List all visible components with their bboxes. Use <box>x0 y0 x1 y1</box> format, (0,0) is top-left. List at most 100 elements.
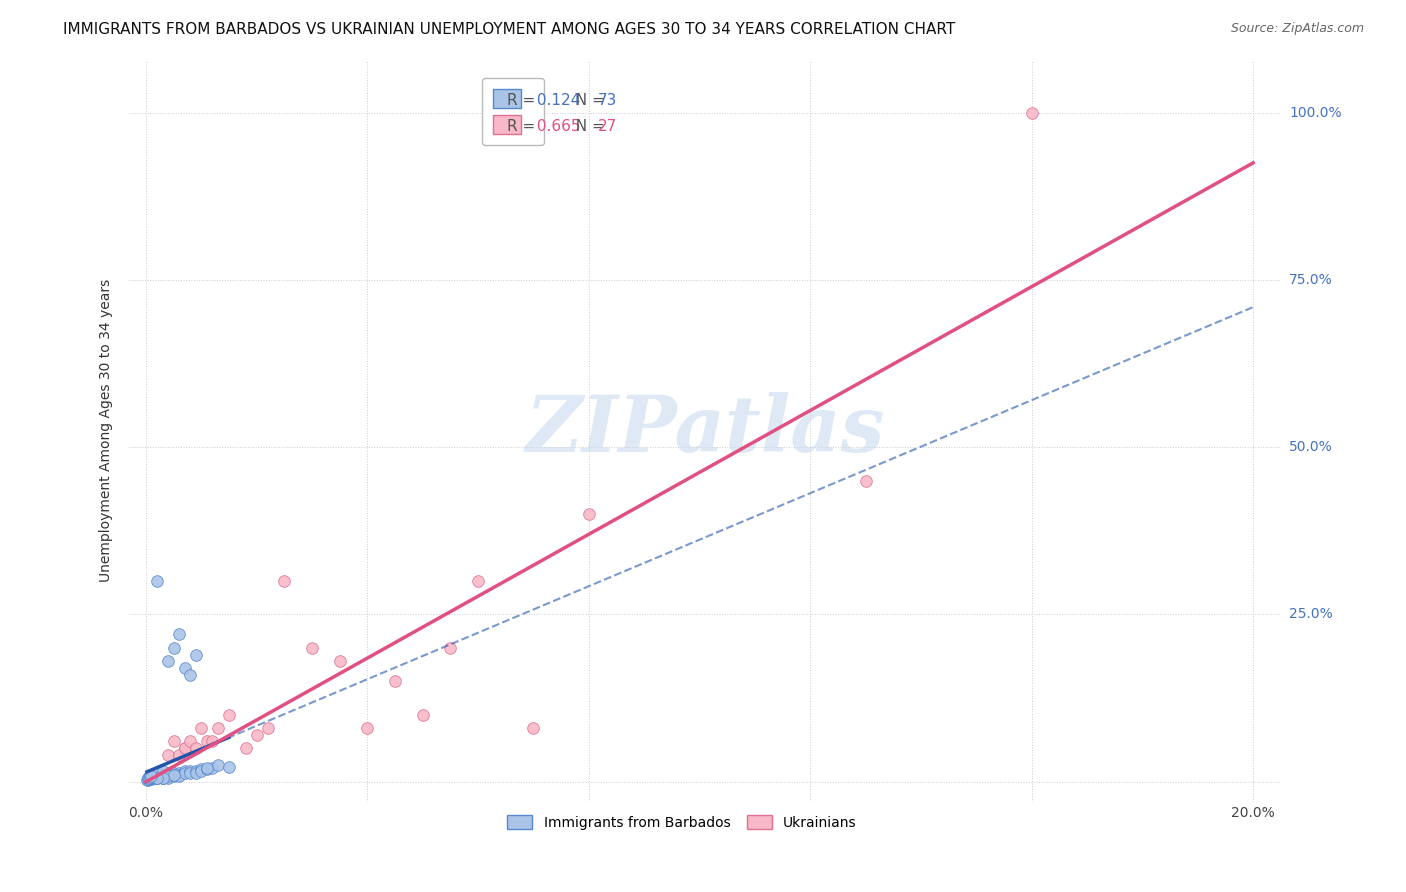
Point <box>143 771 166 785</box>
Point <box>218 707 240 722</box>
Point <box>179 766 201 780</box>
Point <box>356 721 378 735</box>
Point <box>138 771 160 785</box>
Point <box>136 771 159 785</box>
Point <box>167 769 190 783</box>
Point <box>184 764 207 779</box>
Point <box>139 768 162 782</box>
Point <box>157 654 180 668</box>
Text: ZIPatlas: ZIPatlas <box>526 392 884 469</box>
Point <box>1021 106 1043 120</box>
Point <box>157 768 180 782</box>
Point <box>173 764 195 779</box>
Text: N =: N = <box>565 119 609 134</box>
Point <box>184 741 207 756</box>
Text: 27: 27 <box>598 119 617 134</box>
Point <box>157 747 180 762</box>
Legend: Immigrants from Barbados, Ukrainians: Immigrants from Barbados, Ukrainians <box>502 810 862 836</box>
Point <box>142 768 165 782</box>
Y-axis label: Unemployment Among Ages 30 to 34 years: Unemployment Among Ages 30 to 34 years <box>100 279 114 582</box>
Point <box>152 771 174 785</box>
Point <box>201 734 224 748</box>
Point <box>412 707 434 722</box>
Point <box>522 721 544 735</box>
Point <box>207 757 229 772</box>
Point <box>184 648 207 662</box>
Point <box>235 741 257 756</box>
Point <box>173 766 195 780</box>
Point <box>162 734 184 748</box>
Point <box>139 770 162 784</box>
Point <box>439 640 461 655</box>
Point <box>143 769 166 783</box>
Point <box>195 761 218 775</box>
Text: R =: R = <box>506 93 540 108</box>
Point <box>167 768 190 782</box>
Point <box>141 771 163 785</box>
Text: 75.0%: 75.0% <box>1289 273 1333 287</box>
Point <box>173 741 195 756</box>
Point <box>201 761 224 775</box>
Point <box>384 674 406 689</box>
Point <box>179 667 201 681</box>
Text: 50.0%: 50.0% <box>1289 441 1333 454</box>
Point <box>146 770 169 784</box>
Text: IMMIGRANTS FROM BARBADOS VS UKRAINIAN UNEMPLOYMENT AMONG AGES 30 TO 34 YEARS COR: IMMIGRANTS FROM BARBADOS VS UKRAINIAN UN… <box>63 22 956 37</box>
Point <box>146 771 169 785</box>
Point <box>256 721 278 735</box>
Text: 73: 73 <box>598 93 617 108</box>
Point <box>139 769 162 783</box>
Point <box>141 771 163 785</box>
Text: Source: ZipAtlas.com: Source: ZipAtlas.com <box>1230 22 1364 36</box>
Point <box>855 474 877 488</box>
Point <box>167 747 190 762</box>
Point <box>136 772 159 787</box>
Text: N =: N = <box>565 93 609 108</box>
Point <box>218 760 240 774</box>
Point <box>152 771 174 785</box>
Point <box>143 771 166 785</box>
Text: R =: R = <box>506 119 540 134</box>
Point <box>167 766 190 780</box>
Point <box>146 769 169 783</box>
Point <box>146 574 169 588</box>
Point <box>141 769 163 783</box>
Text: 0.124: 0.124 <box>531 93 581 108</box>
Point <box>142 771 165 785</box>
Point <box>146 768 169 782</box>
Point <box>138 772 160 786</box>
Point <box>578 507 600 521</box>
Point <box>152 771 174 785</box>
Point <box>152 768 174 782</box>
Point <box>141 769 163 783</box>
Point <box>138 770 160 784</box>
Point <box>136 771 159 785</box>
Point <box>146 771 169 785</box>
Point <box>136 772 159 787</box>
Point <box>162 768 184 782</box>
Point <box>162 768 184 782</box>
Point <box>184 766 207 780</box>
Point <box>162 640 184 655</box>
Point <box>273 574 295 588</box>
Point <box>195 734 218 748</box>
Point <box>173 661 195 675</box>
Point <box>152 764 174 779</box>
Point <box>146 771 169 785</box>
Point <box>157 769 180 783</box>
Point <box>190 763 212 777</box>
Point <box>179 734 201 748</box>
Point <box>139 772 162 786</box>
Point <box>246 728 269 742</box>
Point <box>136 772 159 786</box>
Point <box>301 640 323 655</box>
Point <box>329 654 352 668</box>
Point <box>207 721 229 735</box>
Point <box>142 771 165 785</box>
Point <box>138 771 160 785</box>
Point <box>139 771 162 785</box>
Point <box>195 763 218 777</box>
Point <box>139 771 162 785</box>
Point <box>146 766 169 780</box>
Point <box>467 574 489 588</box>
